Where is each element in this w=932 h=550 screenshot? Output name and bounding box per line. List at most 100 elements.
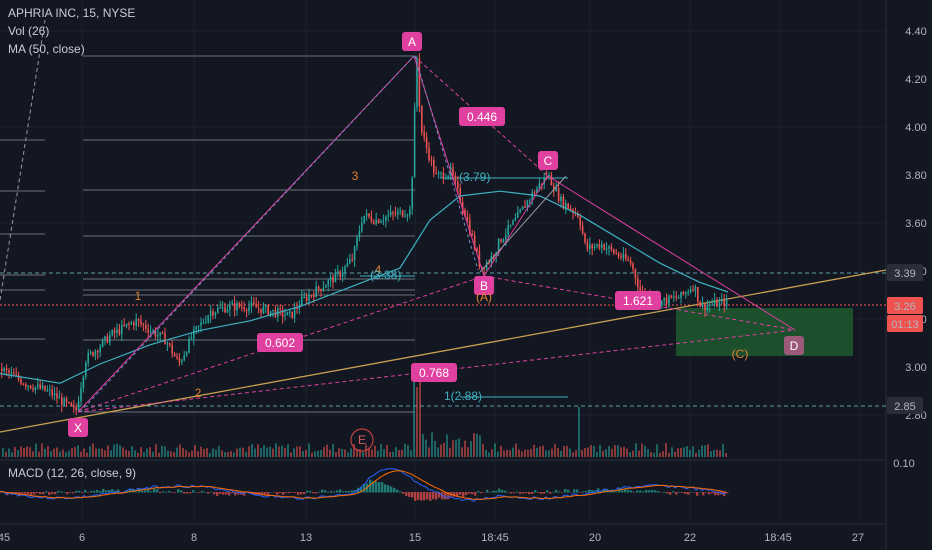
candle-body: [454, 175, 457, 182]
candle-body: [706, 305, 709, 311]
macd-hist-bar: [567, 489, 570, 493]
candle-body: [452, 167, 454, 176]
volume-bar: [641, 443, 643, 457]
macd-hist-bar: [168, 490, 171, 493]
candle-body: [32, 388, 34, 390]
candle-body: [670, 295, 673, 298]
candle-body: [541, 183, 543, 185]
volume-bar: [308, 443, 310, 457]
macd-hist-bar: [111, 489, 114, 493]
macd-hist-bar: [120, 492, 123, 493]
candle-body: [89, 352, 92, 354]
candle-body: [661, 300, 663, 306]
macd-hist-bar: [108, 490, 111, 493]
candle-body: [284, 315, 286, 317]
volume-bar: [407, 445, 409, 457]
candle-body: [190, 338, 193, 340]
macd-hist-bar: [270, 491, 273, 493]
candle-body: [147, 329, 149, 333]
volume-bar: [380, 444, 382, 457]
candle-body: [445, 178, 447, 180]
wave-guide: [414, 55, 479, 271]
volume-bar: [419, 379, 421, 457]
candle-body: [97, 350, 99, 353]
time-axis[interactable]: 45 6 8 13 15 18:45 20 22 18:45 27: [0, 532, 864, 544]
candle-body: [315, 286, 317, 297]
volume-bar: [104, 450, 106, 457]
macd-hist-bar: [474, 492, 477, 496]
candle-body: [421, 105, 423, 133]
candle-body: [433, 159, 435, 173]
volume-legend[interactable]: Vol (26): [8, 24, 50, 38]
candle-body: [665, 297, 668, 304]
price-pane[interactable]: [0, 0, 886, 460]
macd-hist-bar: [21, 492, 24, 494]
macd-hist-bar: [690, 491, 693, 493]
ma-legend[interactable]: MA (50, close): [8, 42, 85, 56]
candle-body: [473, 235, 476, 249]
wave-4: 4: [375, 263, 382, 277]
candle-body: [296, 307, 298, 309]
volume-bar: [554, 444, 556, 457]
macd-hist-bar: [243, 492, 246, 496]
macd-hist-bar: [273, 492, 276, 493]
macd-hist-bar: [678, 491, 681, 493]
volume-bar: [314, 451, 316, 457]
candle-body: [171, 344, 173, 354]
macd-tick-label: 0.10: [893, 458, 914, 470]
volume-bar: [41, 443, 43, 457]
macd-hist-bar: [306, 490, 309, 493]
candle-body: [380, 221, 382, 223]
macd-hist-bar: [261, 492, 264, 496]
macd-hist-bar: [651, 489, 654, 493]
point-d: D: [790, 339, 799, 353]
candle-body: [517, 212, 519, 218]
volume-bar: [278, 446, 280, 457]
candle-body: [92, 352, 94, 356]
candle-body: [543, 177, 545, 185]
candle-body: [10, 372, 13, 374]
macd-hist-bar: [144, 490, 147, 493]
macd-hist-bar: [75, 490, 78, 493]
candle-body: [80, 388, 82, 402]
macd-hist-bar: [636, 490, 639, 493]
candle-body: [15, 374, 17, 376]
price-badge-label: 3.39: [894, 268, 915, 280]
volume-bar: [167, 450, 169, 457]
candle-body: [425, 137, 428, 148]
event-circle: [350, 428, 374, 452]
candle-body: [329, 277, 332, 281]
macd-hist-bar: [411, 492, 414, 498]
macd-hist-bar: [204, 491, 207, 493]
candle-body: [245, 309, 248, 312]
macd-hist-bar: [300, 492, 303, 495]
macd-hist-bar: [57, 490, 60, 493]
time-tick-label: 45: [0, 532, 10, 544]
macd-hist-bar: [165, 491, 168, 493]
price-axis[interactable]: 4.404.204.003.803.603.403.203.002.800.10…: [887, 26, 927, 470]
volume-bar: [2, 448, 4, 457]
macd-hist-bar: [156, 489, 159, 493]
point-c-bg: [538, 151, 558, 170]
macd-hist-bar: [360, 486, 363, 493]
macd-hist-bar: [69, 492, 72, 493]
symbol-title[interactable]: APHRIA INC, 15, NYSE: [8, 6, 136, 20]
macd-legend[interactable]: MACD (12, 26, close, 9): [8, 466, 137, 480]
candle-body: [629, 260, 632, 264]
volume-bar: [629, 452, 631, 457]
candle-body: [677, 297, 680, 299]
candle-body: [622, 253, 625, 258]
volume-bar: [608, 446, 610, 457]
macd-hist-bar: [345, 490, 348, 493]
volume-bar: [653, 452, 655, 457]
candle-body: [207, 316, 209, 322]
macd-hist-bar: [585, 491, 588, 493]
volume-bar: [677, 448, 679, 457]
candle-body: [483, 268, 485, 270]
volume-bar: [467, 447, 469, 457]
macd-hist-bar: [186, 492, 189, 494]
volume-bar: [80, 451, 82, 457]
macd-hist-bar: [519, 492, 522, 494]
